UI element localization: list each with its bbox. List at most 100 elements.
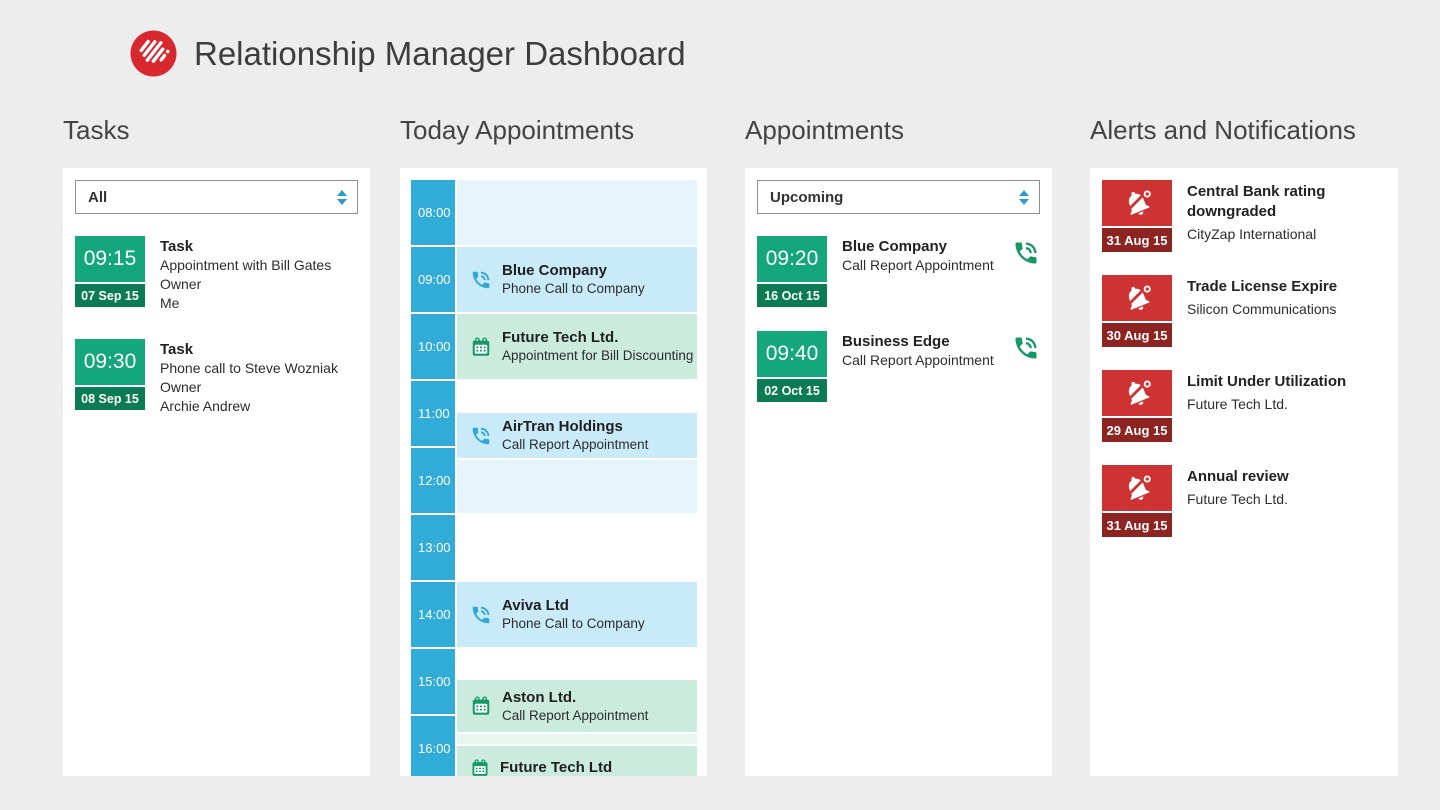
chevron-down-icon: [1019, 198, 1029, 205]
phone-icon: [470, 425, 492, 447]
timeline-events: Blue Company Phone Call to Company: [457, 180, 697, 776]
task-description: Appointment with Bill Gates: [160, 257, 332, 273]
alert-date: 31 Aug 15: [1102, 228, 1172, 252]
task-time-tile: 09:30 08 Sep 15: [75, 339, 145, 416]
task-item[interactable]: 09:30 08 Sep 15 Task Phone call to Steve…: [75, 339, 358, 416]
event-subtitle: Call Report Appointment: [502, 437, 649, 452]
timeline-hour-cell: 12:00: [411, 448, 455, 513]
appointments-filter-value: Upcoming: [770, 188, 844, 206]
appointment-time-tile: 09:20 16 Oct 15: [757, 236, 827, 307]
tasks-header: Tasks: [63, 115, 130, 145]
timeline-hours-rail: 08:00 09:00 10:00 11:00 12:00 13:00 14:0…: [411, 180, 455, 776]
task-title: Task: [160, 341, 194, 358]
appointment-date: 16 Oct 15: [757, 284, 827, 307]
alert-tile: 31 Aug 15: [1102, 465, 1172, 537]
timeline-hour-cell: 14:00: [411, 582, 455, 647]
alerts-panel: 31 Aug 15 Central Bank rating downgraded…: [1090, 168, 1398, 776]
alert-details: Limit Under Utilization Future Tech Ltd.: [1187, 370, 1346, 442]
timeline-event-aviva[interactable]: Aviva Ltd Phone Call to Company: [457, 582, 697, 647]
appointment-subtitle: Call Report Appointment: [842, 257, 994, 273]
today-appointments-panel: 08:00 09:00 10:00 11:00 12:00 13:00 14:0…: [400, 168, 707, 776]
alert-bell-tile: [1102, 180, 1172, 226]
phone-icon[interactable]: [1012, 239, 1040, 272]
timeline-hour-cell: 09:00: [411, 247, 455, 312]
alert-bell-icon: [1124, 475, 1151, 500]
timeline-hour-cell: 16:00: [411, 716, 455, 776]
today-appointments-section: Today Appointments 08:00 09:00 10:00 11:…: [400, 112, 707, 776]
timeline-hour-cell: 10:00: [411, 314, 455, 379]
task-date: 07 Sep 15: [75, 284, 145, 307]
tasks-panel: All 09:15 07 Sep 15 Task: [63, 168, 370, 776]
alert-item[interactable]: 31 Aug 15 Annual review Future Tech Ltd.: [1102, 465, 1386, 537]
chevron-up-icon: [1019, 189, 1029, 196]
alert-company: CityZap International: [1187, 226, 1317, 242]
alert-date: 29 Aug 15: [1102, 418, 1172, 442]
timeline-event-blue-company[interactable]: Blue Company Phone Call to Company: [457, 247, 697, 312]
alert-item[interactable]: 29 Aug 15 Limit Under Utilization Future…: [1102, 370, 1386, 442]
alerts-section: Alerts and Notifications: [1090, 112, 1398, 776]
event-text: Future Tech Ltd: [500, 758, 612, 776]
task-time: 09:30: [75, 339, 145, 385]
timeline-slot-fill: [457, 180, 697, 245]
timeline-hour-cell: 13:00: [411, 515, 455, 580]
appointment-time: 09:40: [757, 331, 827, 377]
tasks-filter-value: All: [88, 188, 108, 206]
task-date: 08 Sep 15: [75, 387, 145, 410]
alert-item[interactable]: 31 Aug 15 Central Bank rating downgraded…: [1102, 180, 1386, 252]
task-details: Task Phone call to Steve Wozniak Owner A…: [160, 339, 338, 416]
alert-details: Annual review Future Tech Ltd.: [1187, 465, 1289, 537]
alert-bell-icon: [1124, 380, 1151, 405]
tasks-section: Tasks All 09:15 07 Sep 15: [63, 112, 370, 776]
event-title: AirTran Holdings: [502, 418, 623, 435]
timeline: 08:00 09:00 10:00 11:00 12:00 13:00 14:0…: [411, 180, 697, 776]
event-subtitle: Call Report Appointment: [502, 707, 649, 723]
dropdown-spinner-icon[interactable]: [337, 189, 347, 205]
task-owner-name: Archie Andrew: [160, 398, 251, 414]
timeline-hour-cell: 15:00: [411, 649, 455, 714]
event-subtitle: Phone Call to Company: [502, 616, 645, 631]
task-owner-label: Owner: [160, 379, 202, 395]
alert-tile: 29 Aug 15: [1102, 370, 1172, 442]
appointment-time: 09:20: [757, 236, 827, 282]
appointment-subtitle: Call Report Appointment: [842, 352, 994, 368]
appointment-details: Blue Company Call Report Appointment: [842, 236, 994, 307]
timeline-event-future-tech[interactable]: Future Tech Ltd. Appointment for Bill Di…: [457, 314, 697, 379]
task-title: Task: [160, 238, 194, 255]
task-item[interactable]: 09:15 07 Sep 15 Task Appointment with Bi…: [75, 236, 358, 313]
task-time-tile: 09:15 07 Sep 15: [75, 236, 145, 313]
alert-title: Trade License Expire: [1187, 278, 1338, 295]
dropdown-spinner-icon[interactable]: [1019, 189, 1029, 205]
phone-icon: [470, 604, 492, 626]
appointment-item[interactable]: 09:20 16 Oct 15 Blue Company Call Report…: [757, 236, 1040, 307]
today-appointments-header: Today Appointments: [400, 115, 635, 145]
alert-tile: 30 Aug 15: [1102, 275, 1172, 347]
tasks-list: 09:15 07 Sep 15 Task Appointment with Bi…: [75, 236, 358, 416]
event-subtitle: Phone Call to Company: [502, 281, 645, 296]
timeline-event-future-tech-late[interactable]: Future Tech Ltd: [457, 746, 697, 776]
appointment-company: Business Edge: [842, 333, 950, 350]
timeline-event-airtran[interactable]: AirTran Holdings Call Report Appointment: [457, 413, 697, 458]
calendar-icon: [470, 336, 492, 358]
appointments-panel: Upcoming 09:20 16 Oct 15 Blue Company: [745, 168, 1052, 776]
event-text: Blue Company Phone Call to Company: [502, 261, 645, 298]
task-description: Phone call to Steve Wozniak: [160, 360, 338, 376]
alert-title: Limit Under Utilization: [1187, 373, 1347, 390]
appointment-item[interactable]: 09:40 02 Oct 15 Business Edge Call Repor…: [757, 331, 1040, 402]
appointment-company: Blue Company: [842, 238, 948, 255]
alert-item[interactable]: 30 Aug 15 Trade License Expire Silicon C…: [1102, 275, 1386, 347]
calendar-icon: [470, 695, 492, 717]
alert-details: Central Bank rating downgraded CityZap I…: [1187, 180, 1382, 252]
page-title: Relationship Manager Dashboard: [194, 34, 686, 72]
phone-icon[interactable]: [1012, 334, 1040, 367]
timeline-event-aston[interactable]: Aston Ltd. Call Report Appointment: [457, 680, 697, 732]
app-logo-icon: [130, 30, 177, 77]
event-text: Aviva Ltd Phone Call to Company: [502, 596, 645, 633]
timeline-slot-fill: [457, 460, 697, 513]
timeline-hour-cell: 11:00: [411, 381, 455, 446]
alert-company: Future Tech Ltd.: [1187, 491, 1288, 507]
alert-title: Annual review: [1187, 468, 1289, 485]
tasks-filter-dropdown[interactable]: All: [75, 180, 358, 214]
app-header: Relationship Manager Dashboard: [130, 30, 686, 77]
appointments-filter-dropdown[interactable]: Upcoming: [757, 180, 1040, 214]
alert-bell-tile: [1102, 275, 1172, 321]
